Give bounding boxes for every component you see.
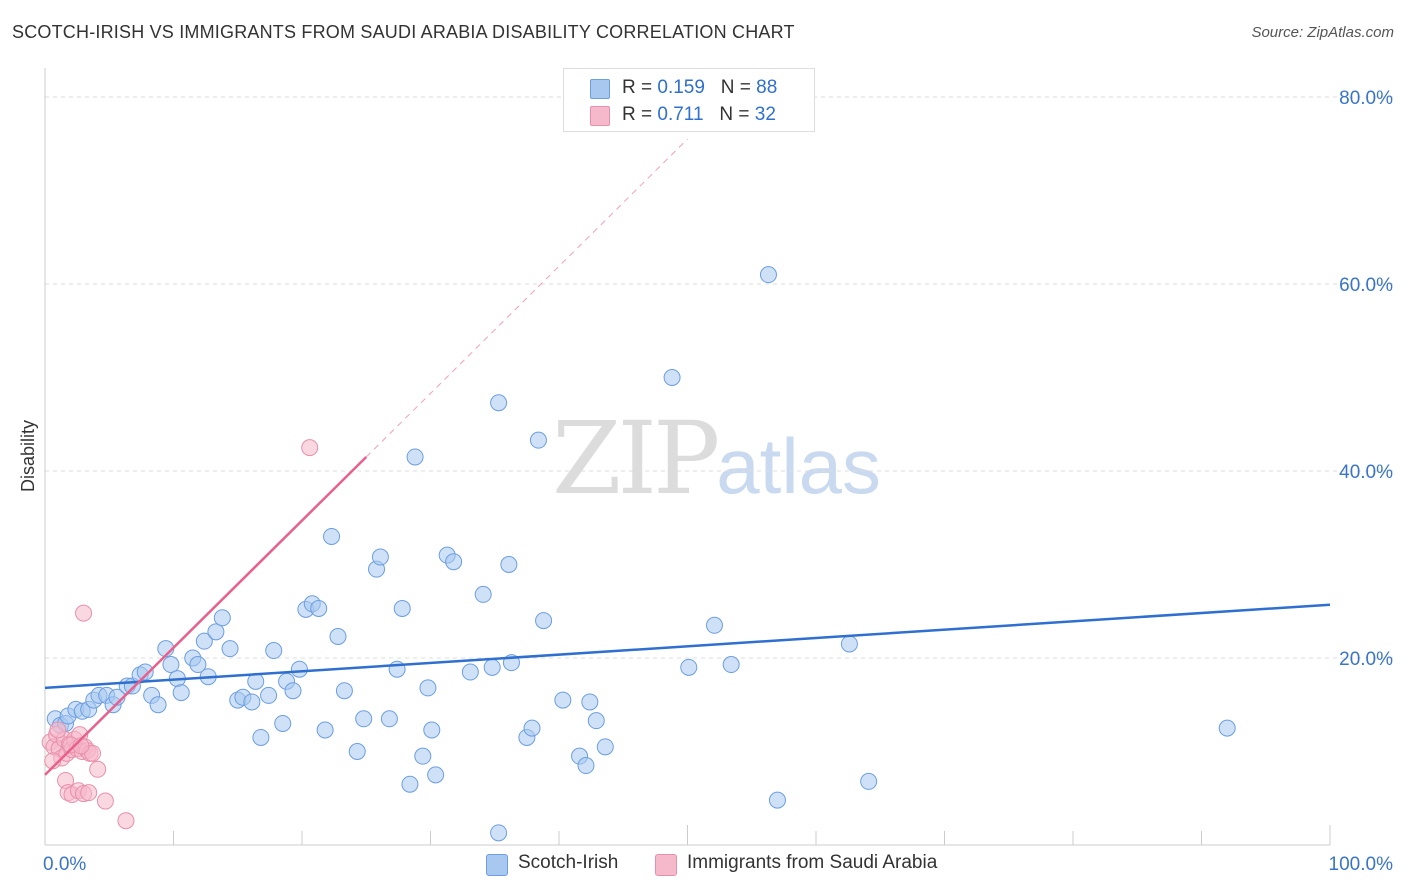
legend-n-value: 32 — [754, 104, 776, 125]
legend-r-value: 0.159 — [657, 77, 705, 98]
data-point-scotch-irish — [490, 394, 508, 412]
legend-swatch-pink — [590, 106, 610, 126]
legend-r-value: 0.711 — [657, 104, 704, 125]
data-point-saudi-arabia — [301, 439, 319, 457]
data-point-scotch-irish — [316, 721, 334, 739]
x-tick-label: 100.0% — [1329, 854, 1394, 875]
legend-r-label: R = — [622, 77, 653, 98]
data-point-scotch-irish — [136, 663, 154, 681]
trendline-extension-saudi-arabia — [365, 138, 688, 458]
trendline-scotch-irish — [44, 603, 1331, 690]
bottom-legend-label: Immigrants from Saudi Arabia — [687, 852, 938, 873]
data-point-scotch-irish — [221, 640, 239, 658]
data-point-scotch-irish — [243, 693, 261, 711]
watermark-atlas: atlas — [716, 422, 882, 510]
data-point-scotch-irish — [149, 696, 167, 714]
y-tick-label: 20.0% — [1339, 649, 1393, 670]
data-point-scotch-irish — [423, 721, 441, 739]
data-point-scotch-irish — [260, 686, 278, 704]
data-point-scotch-irish — [445, 553, 463, 571]
data-point-scotch-irish — [393, 599, 411, 617]
data-point-scotch-irish — [840, 635, 858, 653]
data-point-scotch-irish — [596, 738, 614, 756]
data-point-scotch-irish — [461, 663, 479, 681]
data-point-scotch-irish — [535, 612, 553, 630]
data-point-scotch-irish — [768, 791, 786, 809]
data-point-saudi-arabia — [117, 812, 135, 830]
data-point-scotch-irish — [290, 660, 308, 678]
x-tick-label: 0.0% — [43, 854, 86, 875]
data-point-scotch-irish — [371, 548, 389, 566]
data-point-scotch-irish — [172, 684, 190, 702]
watermark-zip: ZIP — [552, 400, 720, 517]
data-point-scotch-irish — [284, 682, 302, 700]
data-point-scotch-irish — [663, 369, 681, 386]
trendline-saudi-arabia — [44, 456, 368, 776]
data-point-saudi-arabia — [80, 784, 98, 802]
data-point-scotch-irish — [705, 616, 723, 634]
bottom-legend-swatch-pink — [655, 854, 677, 876]
data-point-scotch-irish — [274, 714, 292, 732]
data-point-scotch-irish — [1218, 719, 1236, 737]
legend-n-label: N = — [719, 104, 750, 125]
bottom-legend-label: Scotch-Irish — [518, 852, 619, 873]
data-point-scotch-irish — [529, 431, 547, 449]
data-point-scotch-irish — [483, 658, 501, 676]
data-point-saudi-arabia — [75, 604, 93, 622]
data-point-scotch-irish — [335, 682, 353, 700]
data-point-scotch-irish — [427, 766, 445, 784]
data-point-scotch-irish — [581, 693, 599, 711]
data-point-saudi-arabia — [89, 760, 107, 778]
data-point-saudi-arabia — [49, 721, 67, 739]
data-point-scotch-irish — [414, 747, 432, 765]
y-tick-label: 80.0% — [1339, 88, 1393, 109]
data-point-scotch-irish — [406, 448, 424, 466]
data-point-scotch-irish — [490, 824, 508, 842]
data-point-scotch-irish — [329, 627, 347, 645]
data-point-scotch-irish — [722, 656, 740, 674]
data-point-scotch-irish — [554, 691, 572, 709]
legend-n-label: N = — [720, 77, 751, 98]
data-point-scotch-irish — [860, 772, 878, 790]
data-point-scotch-irish — [401, 775, 419, 793]
data-point-scotch-irish — [419, 679, 437, 697]
data-point-scotch-irish — [523, 719, 541, 737]
data-point-scotch-irish — [252, 728, 270, 746]
data-point-scotch-irish — [577, 757, 595, 775]
data-point-scotch-irish — [500, 556, 518, 573]
legend-text-blue: R = 0.159 N = 88 — [622, 77, 777, 99]
watermark: ZIPatlas — [552, 400, 881, 517]
correlation-legend: R = 0.159 N = 88 R = 0.711 N = 32 — [563, 68, 815, 132]
data-point-scotch-irish — [265, 642, 283, 660]
data-point-scotch-irish — [474, 585, 492, 603]
data-point-scotch-irish — [759, 266, 777, 284]
chart-title: SCOTCH-IRISH VS IMMIGRANTS FROM SAUDI AR… — [12, 22, 795, 42]
legend-r-label: R = — [622, 104, 653, 125]
data-point-scotch-irish — [680, 658, 698, 676]
data-point-scotch-irish — [380, 710, 398, 728]
y-tick-label: 60.0% — [1339, 275, 1393, 296]
data-point-scotch-irish — [323, 527, 341, 545]
y-axis-label: Disability — [18, 420, 38, 492]
data-point-scotch-irish — [348, 743, 366, 760]
data-point-saudi-arabia — [96, 792, 114, 810]
data-point-scotch-irish — [310, 599, 328, 617]
legend-swatch-blue — [590, 79, 610, 99]
data-point-scotch-irish — [162, 656, 180, 674]
data-point-scotch-irish — [207, 623, 225, 641]
legend-text-pink: R = 0.711 N = 32 — [622, 104, 776, 126]
data-point-scotch-irish — [355, 710, 373, 728]
data-point-scotch-irish — [195, 632, 213, 650]
data-point-scotch-irish — [213, 609, 231, 627]
data-point-scotch-irish — [587, 712, 605, 730]
data-point-scotch-irish — [189, 656, 207, 674]
bottom-legend-swatch-blue — [486, 854, 508, 876]
source-label: Source: ZipAtlas.com — [1251, 24, 1394, 41]
legend-n-value: 88 — [756, 77, 778, 98]
y-tick-label: 40.0% — [1339, 462, 1393, 483]
